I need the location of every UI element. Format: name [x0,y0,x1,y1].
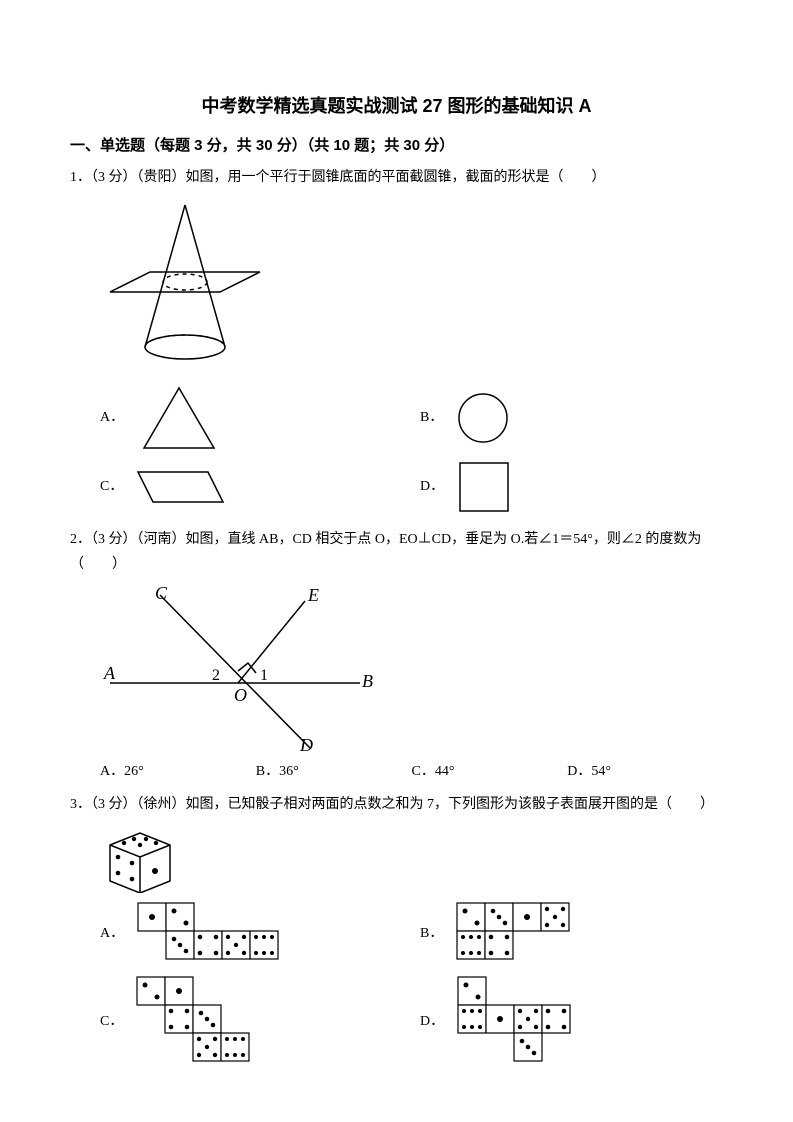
q1-optD-label: D． [420,474,444,499]
dice-net-D [454,973,604,1069]
label-O: O [234,685,247,705]
q2-optB: B．36° [256,759,412,784]
label-B: B [362,671,373,691]
q1-optA-label: A． [100,405,124,430]
dice-net-B [453,899,603,967]
q2-optA: A．26° [100,759,256,784]
q3-optC-label: C． [100,1009,123,1034]
parallelogram-icon [133,462,233,512]
q1-figure [100,197,723,377]
q3-optA-label: A． [100,921,124,946]
label-2: 2 [212,667,220,684]
square-icon [454,457,514,517]
q2-figure: C E A B D O 1 2 [100,583,723,753]
page-title: 中考数学精选真题实战测试 27 图形的基础知识 A [70,90,723,122]
section-heading: 一、单选题（每题 3 分，共 30 分）（共 10 题；共 30 分） [70,132,723,159]
q1-optB-label: B． [420,405,443,430]
q1-optC-label: C． [100,474,123,499]
q1-stem: 1．（3 分）（贵阳）如图，用一个平行于圆锥底面的平面截圆锥，截面的形状是（ ） [70,165,723,190]
q2-optD: D．54° [567,759,723,784]
triangle-icon [134,383,224,453]
q3-optB-label: B． [420,921,443,946]
label-1: 1 [260,667,268,684]
label-E: E [307,585,319,605]
circle-icon [453,388,513,448]
label-C: C [155,583,168,603]
q2-optC: C．44° [412,759,568,784]
q3-dice-3d [100,823,723,893]
label-A: A [103,663,116,683]
dice-net-A [134,899,284,967]
dice-net-C [133,973,283,1069]
q2-stem: 2．（3 分）（河南）如图，直线 AB，CD 相交于点 O，EO⊥CD，垂足为 … [70,527,723,577]
q3-optD-label: D． [420,1009,444,1034]
label-D: D [299,735,313,753]
q3-stem: 3．（3 分）（徐州）如图，已知骰子相对两面的点数之和为 7，下列图形为该骰子表… [70,792,723,817]
